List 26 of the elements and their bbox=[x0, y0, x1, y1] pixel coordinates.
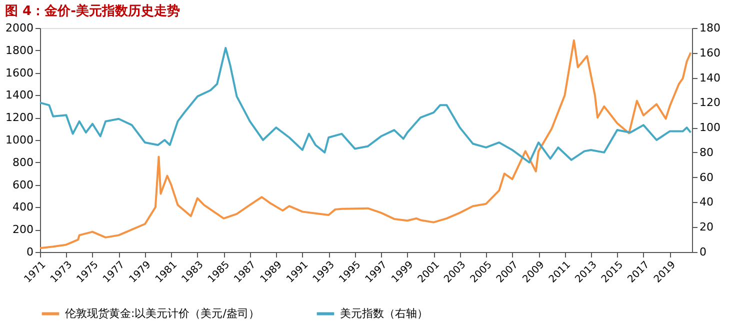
y-tick-label: 0 bbox=[26, 246, 34, 258]
y2-tick-label: 80 bbox=[700, 146, 714, 159]
y2-tick-label: 20 bbox=[700, 220, 714, 234]
y2-tick-label: 120 bbox=[700, 96, 720, 110]
y-tick-label: 1400 bbox=[6, 88, 34, 102]
y2-tick-label: 160 bbox=[700, 46, 720, 60]
y-tick-label: 1800 bbox=[6, 44, 34, 57]
y-tick-label: 1600 bbox=[6, 66, 34, 80]
line-series bbox=[39, 46, 692, 164]
y2-tick-label: 140 bbox=[700, 71, 720, 84]
line-series bbox=[39, 39, 692, 250]
y2-tick-label: 180 bbox=[700, 22, 720, 34]
legend-label: 美元指数（右轴） bbox=[340, 306, 428, 320]
y2-tick-label: 60 bbox=[700, 170, 714, 184]
y-tick-label: 2000 bbox=[6, 22, 34, 34]
y-tick-label: 600 bbox=[12, 178, 34, 192]
y-tick-label: 1000 bbox=[6, 134, 34, 146]
legend-label: 伦敦现货黄金:以美元计价（美元/盎司） bbox=[65, 306, 260, 320]
y-tick-label: 800 bbox=[12, 156, 34, 169]
y-tick-label: 400 bbox=[12, 200, 34, 214]
y2-tick-label: 100 bbox=[700, 121, 720, 134]
y2-tick-label: 40 bbox=[700, 196, 714, 209]
y-tick-label: 200 bbox=[12, 223, 34, 236]
y2-tick-label: 0 bbox=[700, 246, 706, 258]
y-tick-label: 1200 bbox=[6, 111, 34, 124]
chart-title: 图 4：金价-美元指数历史走势 bbox=[5, 3, 180, 19]
